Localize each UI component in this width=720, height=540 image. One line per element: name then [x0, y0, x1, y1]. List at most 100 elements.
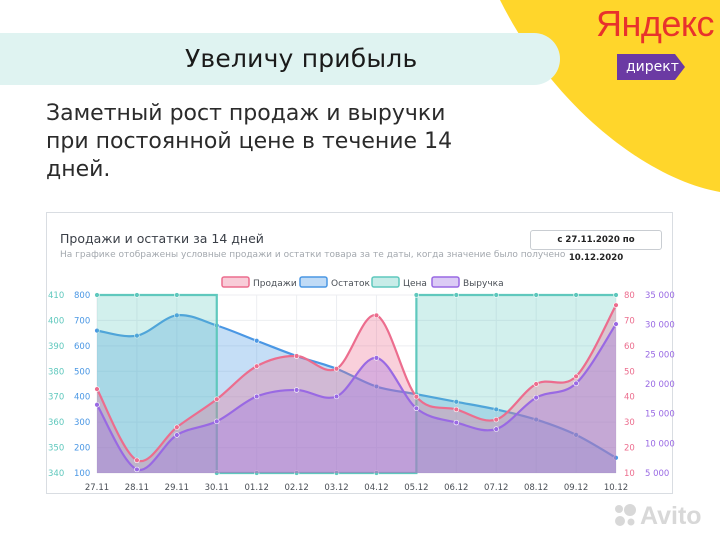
data-point-revenue: [174, 432, 180, 438]
revenue-axis-tick-label: 25 000: [645, 350, 675, 360]
data-point-sales: [253, 363, 260, 369]
revenue-axis-tick-label: 15 000: [645, 410, 675, 420]
chart-subtitle: На графике отображены условные продажи и…: [60, 250, 566, 260]
legend-swatch-revenue: [431, 276, 460, 288]
sales-axis-tick-label: 50: [624, 367, 635, 377]
data-point-stock: [613, 455, 619, 461]
data-point-price: [253, 470, 260, 476]
sales-axis-tick-label: 10: [624, 469, 635, 479]
stock-axis-tick-label: 600: [74, 342, 90, 352]
brand-badge-shape: [617, 54, 685, 80]
x-axis-tick-label: 01.12: [245, 483, 269, 493]
brand-badge-label: директ: [626, 59, 679, 75]
sales-axis-tick-label: 40: [624, 393, 635, 403]
data-point-revenue: [333, 393, 340, 400]
revenue-axis-tick-label: 30 000: [645, 321, 675, 331]
headline-text: Заметный рост продаж и выручки при посто…: [46, 101, 453, 182]
price-axis-tick-label: 350: [48, 444, 64, 454]
x-axis-tick-label: 09.12: [564, 483, 588, 493]
sales-axis-tick-label: 30: [624, 418, 635, 428]
page-title: Увеличу прибыль: [185, 44, 418, 73]
data-point-price: [533, 292, 539, 298]
chart-card: [46, 212, 673, 494]
data-point-revenue: [533, 394, 539, 401]
price-axis-tick-label: 380: [48, 367, 64, 377]
series-line-price: [97, 293, 616, 475]
data-point-stock: [134, 332, 140, 339]
sales-axis-tick-label: 60: [624, 342, 635, 352]
data-point-sales: [174, 424, 180, 430]
x-axis-tick-label: 29.11: [165, 483, 189, 493]
x-axis-tick-label: 30.11: [205, 483, 229, 493]
x-axis-tick-label: 27.11: [85, 483, 109, 493]
legend-label-sales: Продажи: [253, 279, 297, 289]
stock-axis-tick-label: 200: [74, 444, 90, 454]
watermark-text: Avito: [640, 502, 702, 530]
revenue-axis-tick-label: 5 000: [645, 469, 669, 479]
data-point-sales: [613, 302, 619, 308]
sales-axis-tick-label: 70: [624, 316, 635, 326]
data-point-sales: [293, 353, 300, 359]
data-point-sales: [413, 394, 420, 400]
data-point-revenue: [373, 355, 380, 361]
series-area-revenue: [97, 324, 616, 473]
stock-axis-tick-label: 400: [74, 393, 90, 403]
data-point-sales: [94, 386, 100, 392]
revenue-axis-tick-label: 20 000: [645, 380, 675, 390]
chart-title: Продажи и остатки за 14 дней: [60, 231, 264, 246]
series-area-price: [97, 295, 616, 473]
data-point-revenue: [453, 419, 460, 426]
data-point-price: [373, 470, 380, 476]
x-axis-tick-label: 06.12: [444, 483, 468, 493]
data-point-stock: [174, 312, 180, 319]
data-point-price: [493, 292, 499, 298]
data-point-revenue: [253, 393, 260, 400]
data-point-price: [174, 292, 180, 298]
x-axis-tick-label: 02.12: [284, 483, 308, 493]
x-axis-tick-label: 04.12: [364, 483, 388, 493]
data-point-sales: [493, 416, 499, 423]
header-bar: [0, 33, 560, 85]
data-point-price: [573, 292, 579, 298]
revenue-axis-tick-label: 35 000: [645, 291, 675, 301]
legend-label-stock: Остаток: [331, 279, 371, 289]
legend-swatch-sales: [221, 276, 250, 288]
data-point-stock: [94, 327, 100, 334]
data-point-price: [293, 470, 300, 476]
revenue-axis-tick-label: 10 000: [645, 439, 675, 449]
stock-axis-tick-label: 700: [74, 316, 90, 326]
x-axis-tick-label: 10.12: [604, 483, 628, 493]
data-point-stock: [253, 338, 260, 344]
data-point-revenue: [413, 405, 420, 412]
data-point-price: [94, 292, 100, 298]
x-axis-tick-label: 05.12: [404, 483, 428, 493]
data-point-revenue: [293, 387, 300, 393]
sales-axis-tick-label: 80: [624, 291, 635, 301]
price-axis-tick-label: 360: [48, 418, 64, 428]
x-axis-tick-label: 03.12: [324, 483, 348, 493]
data-point-stock: [493, 406, 499, 413]
data-point-revenue: [613, 321, 619, 327]
price-axis-tick-label: 370: [48, 393, 64, 403]
data-point-sales: [373, 312, 380, 319]
stock-axis-tick-label: 500: [74, 367, 90, 377]
legend-label-price: Цена: [403, 279, 427, 289]
x-axis-tick-label: 07.12: [484, 483, 508, 493]
x-axis-tick-label: 08.12: [524, 483, 548, 493]
data-point-sales: [573, 373, 579, 380]
legend-swatch-stock: [299, 276, 328, 288]
data-point-price: [333, 470, 340, 476]
data-point-sales: [453, 406, 460, 413]
date-range-button[interactable]: с 27.11.2020 по 10.12.2020: [530, 230, 662, 263]
data-point-revenue: [493, 426, 499, 432]
data-point-revenue: [94, 402, 100, 408]
data-point-sales: [134, 457, 140, 463]
data-point-price: [613, 292, 619, 298]
series-area-stock: [97, 315, 616, 473]
series-line-stock: [96, 314, 617, 459]
sales-axis-tick-label: 20: [624, 444, 635, 454]
data-point-stock: [373, 383, 380, 390]
price-axis-tick-label: 400: [48, 316, 64, 326]
data-point-stock: [573, 432, 579, 438]
